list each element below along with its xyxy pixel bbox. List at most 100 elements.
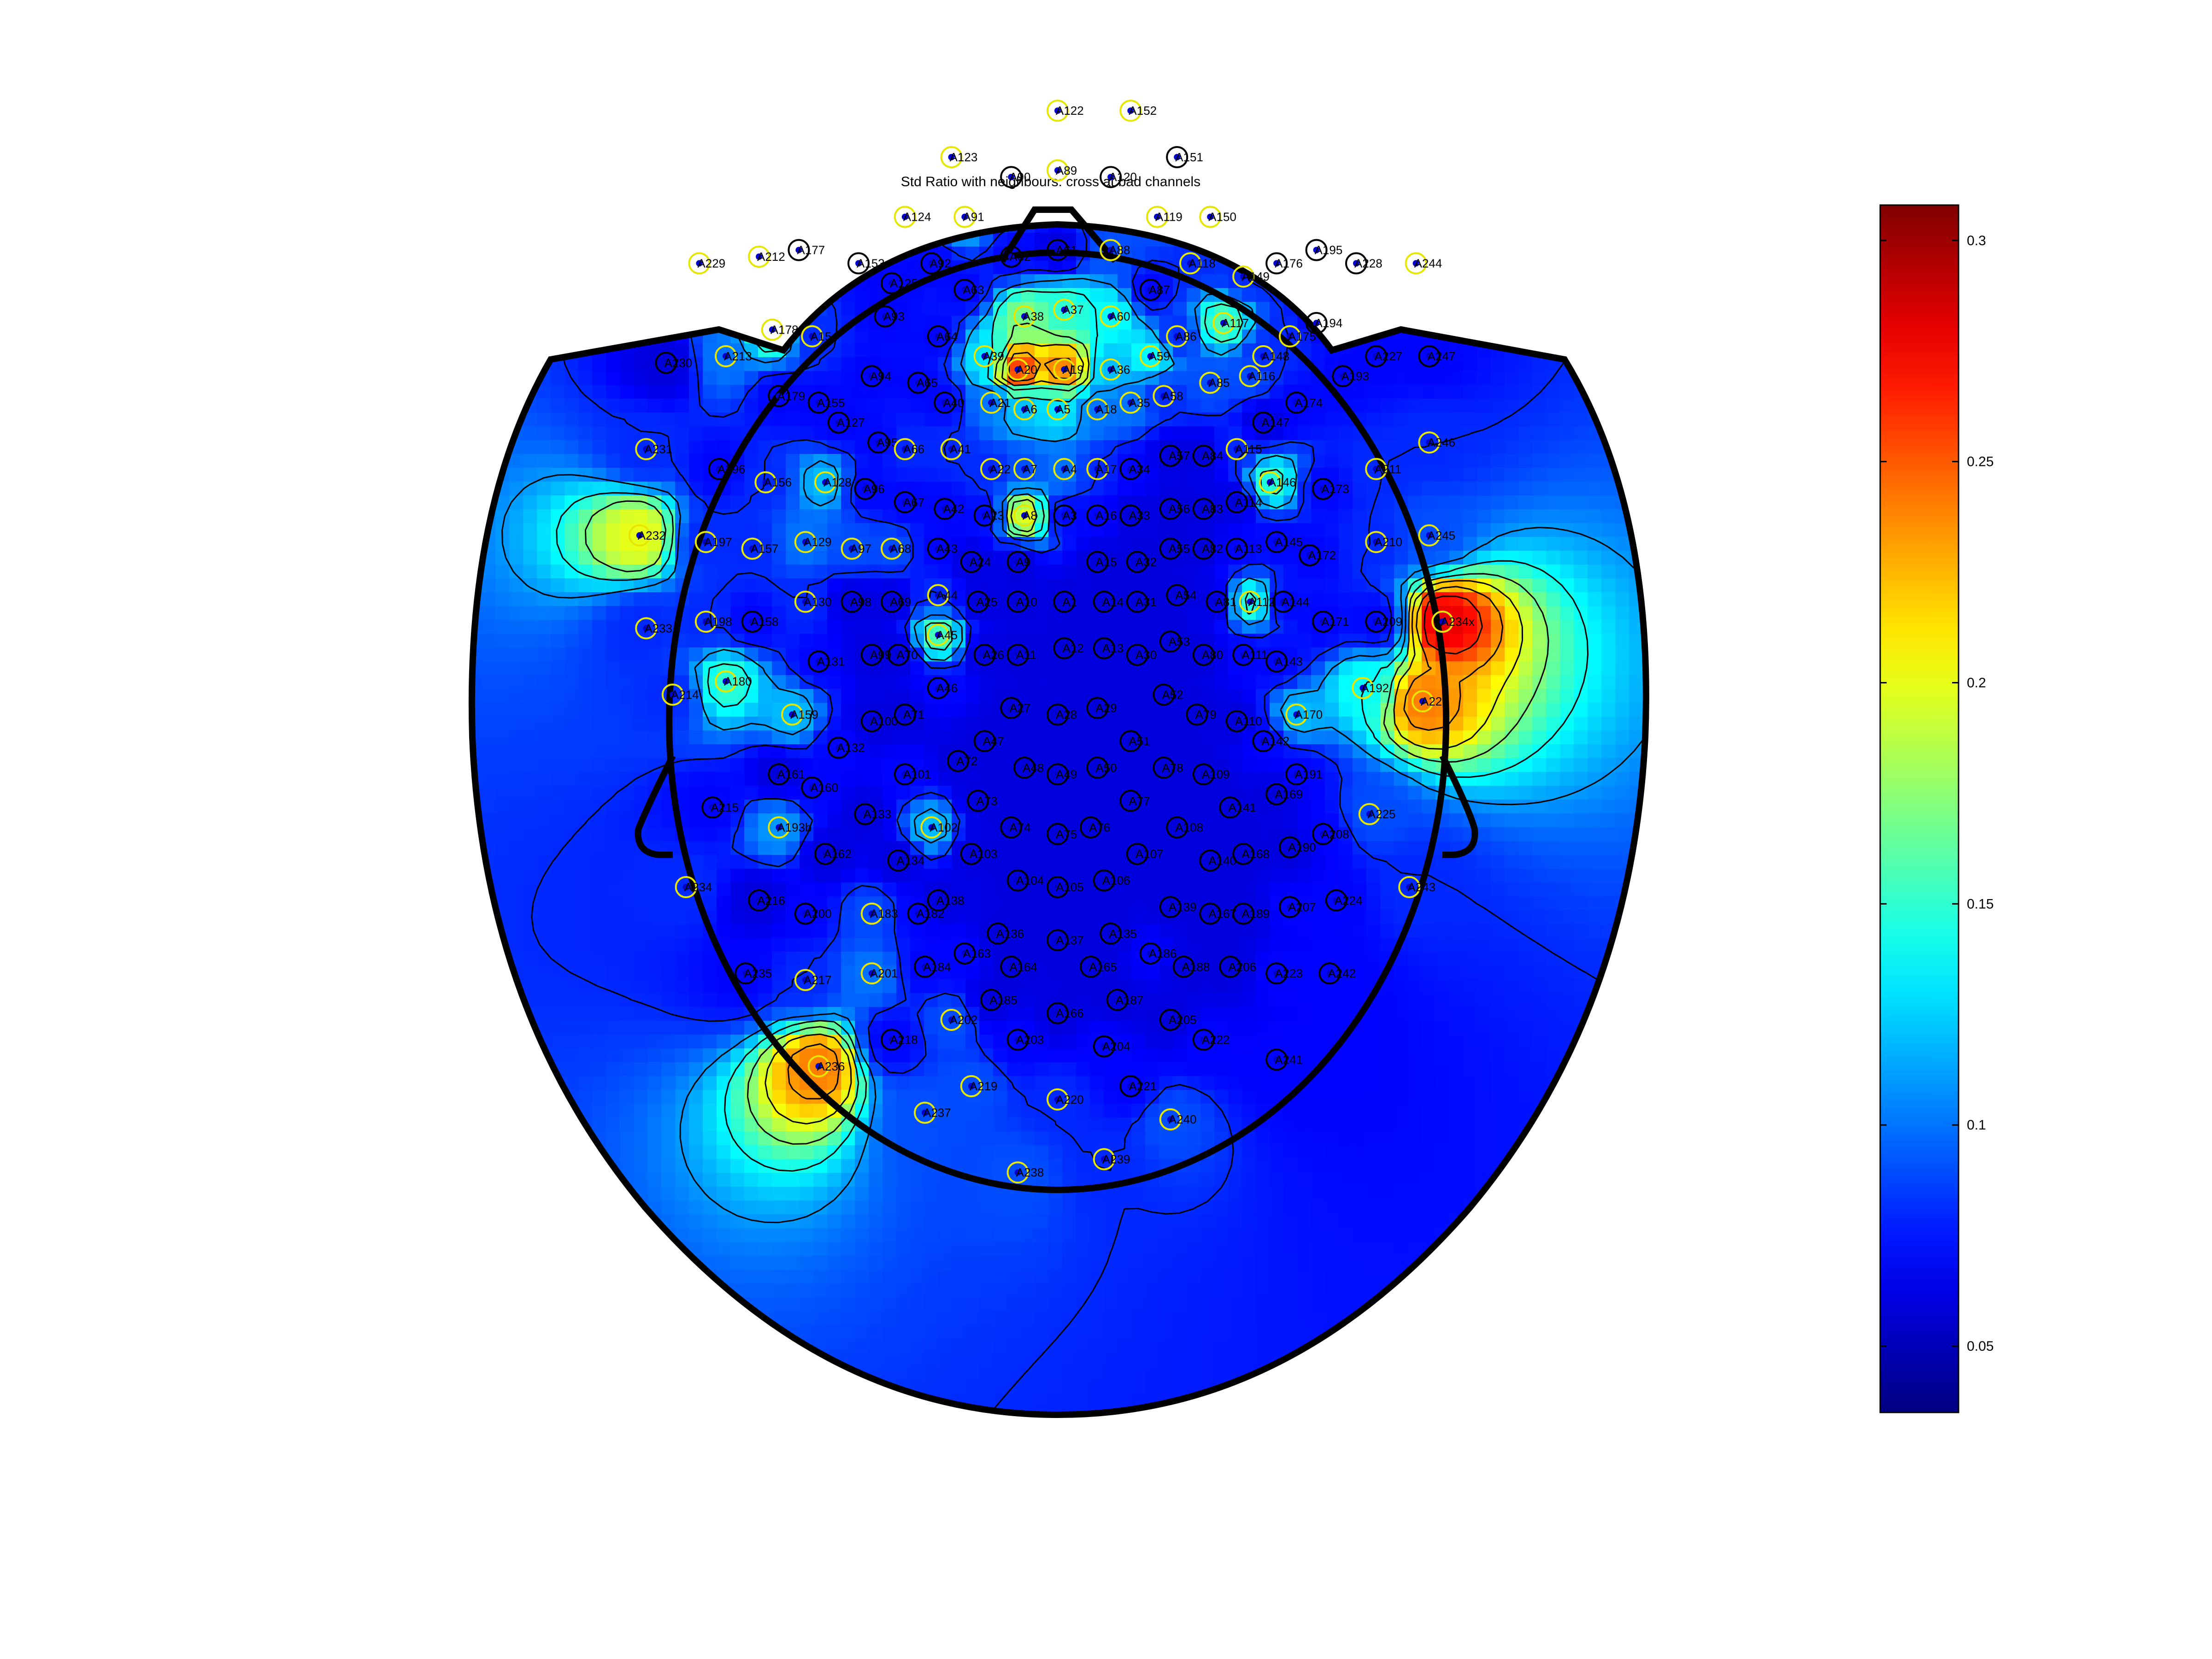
heatmap-cell [1035, 565, 1049, 579]
heatmap-cell [827, 758, 841, 772]
heatmap-cell [1187, 205, 1201, 219]
heatmap-cell [965, 979, 980, 994]
heatmap-cell [1353, 224, 1367, 233]
heatmap-cell [523, 869, 537, 883]
heatmap-cell [1657, 329, 1671, 344]
heatmap-cell [1615, 371, 1630, 385]
heatmap-cell [1408, 224, 1422, 233]
heatmap-cell [482, 260, 496, 275]
heatmap-cell [1449, 343, 1464, 358]
heatmap-cell [1615, 316, 1630, 330]
heatmap-cell [758, 371, 772, 385]
heatmap-cell [1643, 855, 1646, 869]
heatmap-cell [979, 537, 994, 551]
heatmap-cell [1214, 357, 1229, 371]
heatmap-cell [1214, 744, 1229, 759]
heatmap-cell [1145, 454, 1159, 468]
heatmap-cell [1643, 440, 1646, 454]
heatmap-cell [482, 620, 496, 634]
heatmap-cell [1380, 938, 1394, 952]
heatmap-cell [1546, 910, 1560, 924]
heatmap-cell [1491, 800, 1505, 814]
heatmap-cell [1090, 288, 1104, 302]
heatmap-cell [606, 288, 620, 302]
heatmap-cell [1657, 758, 1671, 772]
heatmap-cell [1339, 288, 1353, 302]
heatmap-cell [979, 965, 994, 980]
heatmap-cell [1173, 385, 1187, 399]
heatmap-cell [509, 730, 524, 745]
heatmap-cell [869, 744, 883, 759]
heatmap-cell [675, 744, 689, 759]
heatmap-cell [1283, 634, 1298, 648]
heatmap-cell [537, 703, 551, 717]
heatmap-cell [647, 468, 662, 482]
heatmap-cell [703, 965, 717, 980]
heatmap-cell [730, 869, 745, 883]
heatmap-cell [592, 813, 606, 828]
heatmap-cell [1131, 910, 1146, 924]
heatmap-cell [717, 523, 731, 537]
heatmap-cell [471, 965, 482, 980]
heatmap-cell [1657, 703, 1671, 717]
heatmap-cell [537, 482, 551, 496]
heatmap-cell [1601, 800, 1616, 814]
heatmap-cell [1491, 827, 1505, 841]
heatmap-cell [1505, 385, 1519, 399]
heatmap-cell [1546, 440, 1560, 454]
heatmap-cell [1518, 786, 1533, 800]
heatmap-cell [869, 730, 883, 745]
heatmap-cell [1560, 205, 1574, 219]
heatmap-cell [523, 717, 537, 731]
heatmap-cell [1090, 440, 1104, 454]
heatmap-cell [1422, 302, 1436, 316]
heatmap-cell [965, 675, 980, 689]
heatmap-cell [1408, 758, 1422, 772]
heatmap-cell [1283, 565, 1298, 579]
heatmap-cell [1118, 343, 1132, 358]
heatmap-cell [1657, 482, 1671, 496]
heatmap-cell [1657, 468, 1671, 482]
heatmap-cell [896, 965, 911, 980]
heatmap-cell [1518, 509, 1533, 524]
heatmap-cell [578, 224, 593, 233]
heatmap-cell [1422, 468, 1436, 482]
heatmap-cell [1615, 965, 1630, 980]
heatmap-cell [1588, 316, 1602, 330]
heatmap-cell [620, 786, 634, 800]
heatmap-cell [578, 399, 593, 413]
heatmap-cell [1339, 468, 1353, 482]
heatmap-cell [1118, 329, 1132, 344]
heatmap-cell [1104, 896, 1118, 911]
heatmap-cell [717, 302, 731, 316]
heatmap-cell [1643, 551, 1646, 565]
heatmap-cell [1048, 855, 1063, 869]
heatmap-cell [1200, 924, 1215, 938]
heatmap-cell [471, 247, 482, 261]
heatmap-cell [1546, 482, 1560, 496]
heatmap-cell [1491, 205, 1505, 219]
heatmap-cell [1657, 841, 1671, 855]
heatmap-cell [592, 537, 606, 551]
heatmap-cell [1408, 800, 1422, 814]
heatmap-cell [1283, 371, 1298, 385]
heatmap-cell [1643, 302, 1646, 316]
heatmap-cell [1463, 634, 1477, 648]
heatmap-cell [565, 772, 579, 786]
heatmap-cell [1588, 302, 1602, 316]
heatmap-cell [454, 592, 468, 606]
heatmap-cell [1532, 896, 1547, 911]
heatmap-cell [565, 758, 579, 772]
heatmap-cell [1435, 399, 1450, 413]
heatmap-cell [869, 233, 883, 247]
heatmap-cell [689, 786, 703, 800]
heatmap-cell [744, 565, 759, 579]
heatmap-cell [1200, 343, 1215, 358]
heatmap-cell [1463, 509, 1477, 524]
heatmap-cell [924, 426, 938, 441]
heatmap-cell [813, 578, 828, 593]
heatmap-cell [1394, 288, 1408, 302]
heatmap-cell [620, 260, 634, 275]
heatmap-cell [620, 869, 634, 883]
heatmap-cell [537, 224, 551, 233]
